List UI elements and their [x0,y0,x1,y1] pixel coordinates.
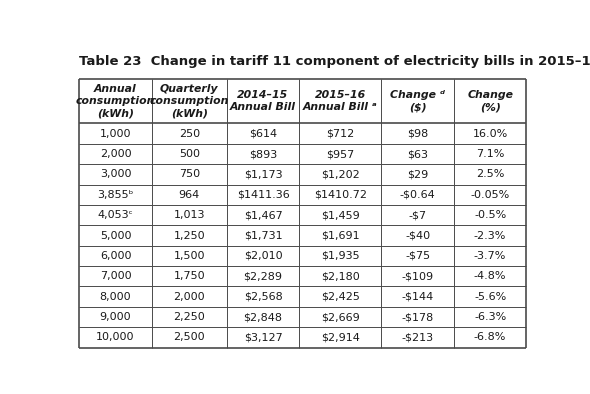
Text: $2,289: $2,289 [244,271,283,281]
Text: -0.5%: -0.5% [474,210,506,220]
Text: $2,568: $2,568 [244,292,283,302]
Text: $29: $29 [407,169,428,179]
Text: 2.5%: 2.5% [476,169,504,179]
Text: -$0.64: -$0.64 [399,190,435,200]
Text: $614: $614 [249,128,277,139]
Text: 1,013: 1,013 [173,210,205,220]
Text: $1410.72: $1410.72 [314,190,367,200]
Text: 1,750: 1,750 [173,271,205,281]
Text: -$7: -$7 [408,210,427,220]
Text: 2,000: 2,000 [100,149,132,159]
Text: 1,250: 1,250 [173,230,205,240]
Text: -3.7%: -3.7% [474,251,506,261]
Text: 7.1%: 7.1% [476,149,504,159]
Text: -0.05%: -0.05% [470,190,510,200]
Text: 2,500: 2,500 [173,333,205,342]
Text: $1,173: $1,173 [244,169,283,179]
Text: 2014–15
Annual Bill: 2014–15 Annual Bill [230,90,296,112]
Text: -$144: -$144 [401,292,434,302]
Text: -$213: -$213 [401,333,434,342]
Text: 964: 964 [179,190,200,200]
Text: 1,000: 1,000 [100,128,132,139]
Text: 2015–16
Annual Bill ᵃ: 2015–16 Annual Bill ᵃ [303,90,378,112]
Text: 16.0%: 16.0% [473,128,508,139]
Text: 6,000: 6,000 [100,251,132,261]
Text: $2,848: $2,848 [244,312,283,322]
Text: $2,180: $2,180 [321,271,360,281]
Text: 2,000: 2,000 [173,292,205,302]
Text: $2,425: $2,425 [321,292,360,302]
Text: 10,000: 10,000 [96,333,135,342]
Text: Change ᵈ
($): Change ᵈ ($) [390,90,445,112]
Text: 500: 500 [179,149,200,159]
Text: Quarterly
consumption
(kWh): Quarterly consumption (kWh) [150,84,229,119]
Text: -$75: -$75 [405,251,430,261]
Text: -6.8%: -6.8% [474,333,506,342]
Text: -4.8%: -4.8% [474,271,506,281]
Text: $98: $98 [407,128,428,139]
Text: -$178: -$178 [401,312,434,322]
Text: -$109: -$109 [401,271,434,281]
Text: $2,669: $2,669 [321,312,360,322]
Text: 4,053ᶜ: 4,053ᶜ [98,210,133,220]
Text: $2,010: $2,010 [244,251,283,261]
Text: $3,127: $3,127 [244,333,283,342]
Text: 750: 750 [179,169,200,179]
Text: Table 23  Change in tariff 11 component of electricity bills in 2015–16: Table 23 Change in tariff 11 component o… [79,55,590,68]
Text: $1,691: $1,691 [321,230,360,240]
Text: -$40: -$40 [405,230,430,240]
Text: 5,000: 5,000 [100,230,132,240]
Text: 8,000: 8,000 [100,292,132,302]
Text: $1,731: $1,731 [244,230,283,240]
Text: $1,935: $1,935 [321,251,360,261]
Text: 9,000: 9,000 [100,312,132,322]
Text: 2,250: 2,250 [173,312,205,322]
Text: Change
(%): Change (%) [467,90,513,112]
Text: $63: $63 [407,149,428,159]
Text: $1,467: $1,467 [244,210,283,220]
Text: $1,202: $1,202 [321,169,360,179]
Text: $2,914: $2,914 [321,333,360,342]
Text: 3,855ᵇ: 3,855ᵇ [97,190,134,200]
Text: -5.6%: -5.6% [474,292,506,302]
Text: $1,459: $1,459 [321,210,360,220]
Text: $1411.36: $1411.36 [237,190,290,200]
Text: Annual
consumption
(kWh): Annual consumption (kWh) [76,84,155,119]
Text: $893: $893 [249,149,277,159]
Text: $957: $957 [326,149,355,159]
Text: 3,000: 3,000 [100,169,132,179]
Text: -6.3%: -6.3% [474,312,506,322]
Text: 250: 250 [179,128,200,139]
Text: $712: $712 [326,128,355,139]
Text: 1,500: 1,500 [173,251,205,261]
Text: 7,000: 7,000 [100,271,132,281]
Text: -2.3%: -2.3% [474,230,506,240]
